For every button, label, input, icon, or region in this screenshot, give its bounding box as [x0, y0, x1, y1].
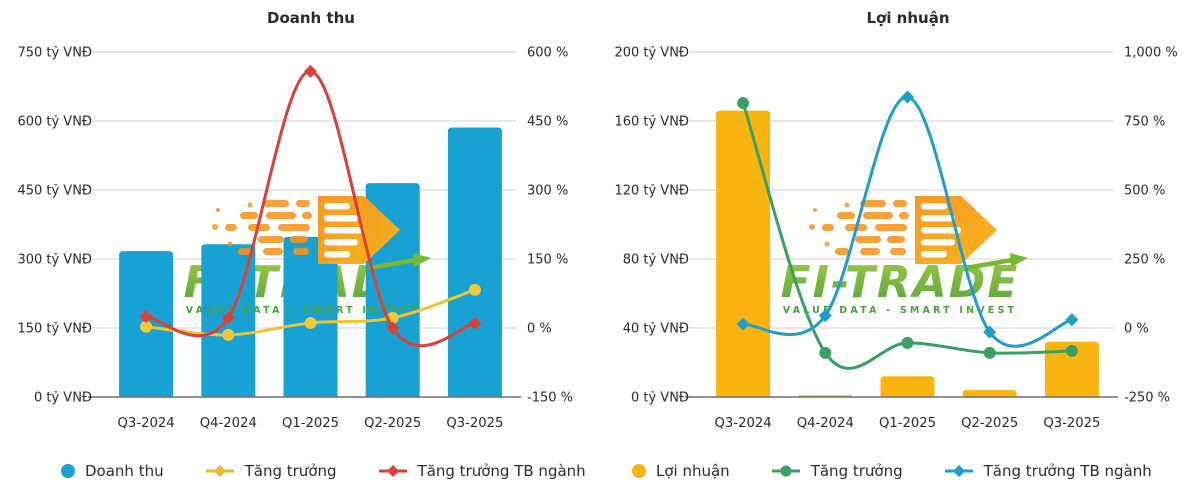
watermark-arrow-icon — [368, 257, 416, 271]
bars-group — [119, 127, 502, 397]
svg-text:500 %: 500 % — [1124, 184, 1165, 199]
svg-text:600 tỷ VNĐ: 600 tỷ VNĐ — [17, 115, 92, 130]
svg-text:150 %: 150 % — [527, 253, 568, 268]
legend-item-loi-nhuan[interactable]: Lợi nhuận — [631, 462, 730, 480]
legend-item-tang-truong-tb-nganh[interactable]: Tăng trưởng TB ngành — [377, 462, 586, 480]
legend-label: Tăng trưởng TB ngành — [417, 462, 586, 480]
svg-text:450 tỷ VNĐ: 450 tỷ VNĐ — [17, 184, 92, 199]
svg-text:1,000 %: 1,000 % — [1124, 46, 1178, 61]
svg-text:Q4-2024: Q4-2024 — [200, 416, 257, 431]
watermark-arrow-icon — [965, 257, 1013, 271]
axis-labels: 200 tỷ VNĐ 160 tỷ VNĐ 120 tỷ VNĐ 80 tỷ VNĐ 4… — [614, 46, 1177, 432]
industry-growth-line — [139, 64, 482, 348]
svg-text:150 tỷ VNĐ: 150 tỷ VNĐ — [17, 322, 92, 337]
svg-text:Q3-2025: Q3-2025 — [446, 416, 503, 431]
industry-growth-swatch-icon — [943, 463, 975, 479]
industry-growth-line — [736, 90, 1079, 348]
legend-item-tang-truong[interactable]: Tăng trưởng — [204, 462, 337, 480]
profit-chart-panel: FI-TRADE VALUE DATA - SMART INVEST 200 tỷ … — [597, 0, 1193, 489]
fi-trade-watermark-tagline: VALUE DATA - SMART INVEST — [783, 305, 1017, 316]
growth-line-swatch-icon — [204, 463, 236, 479]
svg-text:120 tỷ VNĐ: 120 tỷ VNĐ — [614, 184, 689, 199]
growth-line — [140, 283, 481, 341]
revenue-chart-title: Doanh thu — [267, 9, 355, 27]
profit-bar-swatch-icon — [631, 463, 647, 479]
revenue-bar-swatch-icon — [60, 463, 76, 479]
legend-label: Doanh thu — [85, 462, 164, 480]
svg-text:0 tỷ VNĐ: 0 tỷ VNĐ — [34, 391, 92, 406]
industry-growth-swatch-icon — [377, 463, 409, 479]
fi-trade-logo-icon — [212, 196, 400, 264]
fi-trade-watermark-tagline: VALUE DATA - SMART INVEST — [186, 305, 420, 316]
axis-labels: 750 tỷ VNĐ 600 tỷ VNĐ 450 tỷ VNĐ 300 tỷ VNĐ… — [17, 46, 573, 432]
svg-text:750 %: 750 % — [1124, 115, 1165, 130]
svg-text:160 tỷ VNĐ: 160 tỷ VNĐ — [614, 115, 689, 130]
svg-text:-250 %: -250 % — [1124, 391, 1170, 406]
svg-text:0 tỷ VNĐ: 0 tỷ VNĐ — [631, 391, 689, 406]
svg-text:250 %: 250 % — [1124, 253, 1165, 268]
svg-text:80 tỷ VNĐ: 80 tỷ VNĐ — [623, 253, 689, 268]
svg-text:300 %: 300 % — [527, 184, 568, 199]
svg-text:600 %: 600 % — [527, 46, 568, 61]
svg-text:40 tỷ VNĐ: 40 tỷ VNĐ — [623, 322, 689, 337]
legend-label: Tăng trưởng — [244, 462, 337, 480]
svg-text:300 tỷ VNĐ: 300 tỷ VNĐ — [17, 253, 92, 268]
growth-line-swatch-icon — [770, 463, 802, 479]
fi-trade-logo-icon — [809, 196, 997, 264]
legend-item-doanh-thu[interactable]: Doanh thu — [60, 462, 164, 480]
legend-item-tang-truong-tb-nganh[interactable]: Tăng trưởng TB ngành — [943, 462, 1152, 480]
svg-text:0 %: 0 % — [527, 322, 552, 337]
legend-label: Lợi nhuận — [656, 462, 730, 480]
bars-group — [716, 110, 1099, 398]
svg-text:200 tỷ VNĐ: 200 tỷ VNĐ — [614, 46, 689, 61]
svg-text:450 %: 450 % — [527, 115, 568, 130]
growth-line — [737, 97, 1078, 370]
svg-text:Q3-2025: Q3-2025 — [1043, 416, 1100, 431]
svg-text:-150 %: -150 % — [527, 391, 573, 406]
svg-text:Q4-2024: Q4-2024 — [797, 416, 854, 431]
svg-text:Q3-2024: Q3-2024 — [118, 416, 175, 431]
svg-text:Q1-2025: Q1-2025 — [879, 416, 936, 431]
svg-text:Q2-2025: Q2-2025 — [364, 416, 421, 431]
legend-label: Tăng trưởng TB ngành — [983, 462, 1152, 480]
svg-text:Q2-2025: Q2-2025 — [961, 416, 1018, 431]
svg-text:750 tỷ VNĐ: 750 tỷ VNĐ — [17, 46, 92, 61]
legend-label: Tăng trưởng — [810, 462, 903, 480]
svg-text:Q3-2024: Q3-2024 — [715, 416, 772, 431]
legend-item-tang-truong[interactable]: Tăng trưởng — [770, 462, 903, 480]
revenue-chart-legend: Doanh thu Tăng trưởng Tăng trưởng TB ngà… — [0, 462, 586, 480]
profit-chart-legend: Lợi nhuận Tăng trưởng Tăng trưởng TB ngà… — [597, 462, 1152, 480]
svg-text:0 %: 0 % — [1124, 322, 1149, 337]
profit-chart-title: Lợi nhuận — [866, 9, 950, 27]
svg-text:Q1-2025: Q1-2025 — [282, 416, 339, 431]
